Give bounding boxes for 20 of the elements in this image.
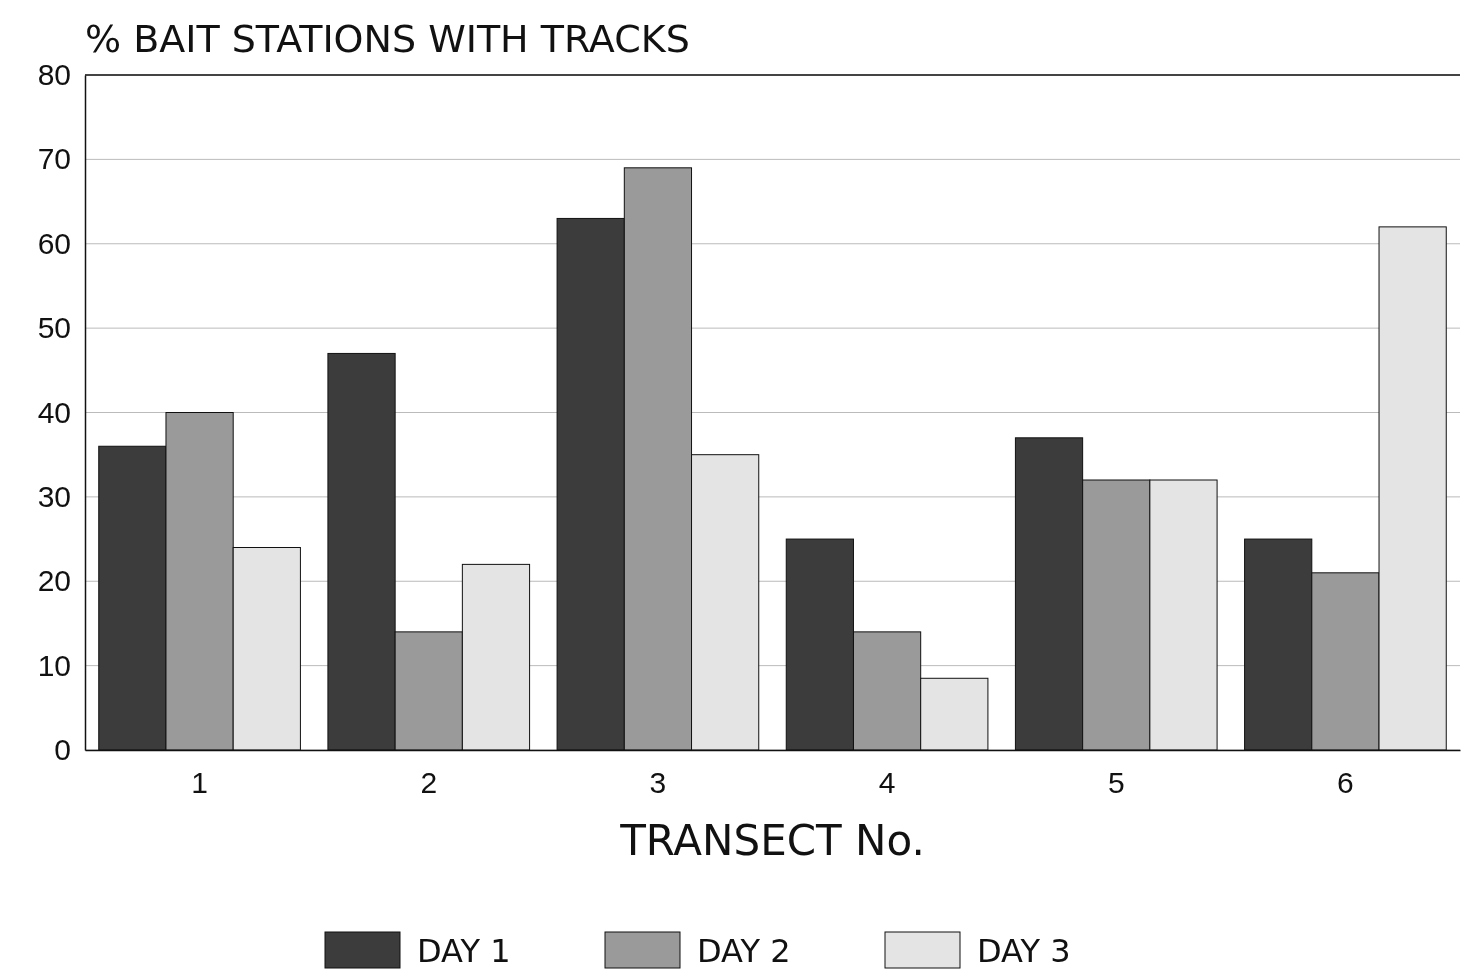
x-tick-label: 6 <box>1337 766 1354 800</box>
legend-label: DAY 1 <box>417 932 511 970</box>
y-tick-label: 40 <box>37 395 71 429</box>
x-tick-label: 2 <box>420 766 438 800</box>
y-tick-label: 10 <box>37 648 71 682</box>
x-axis-title: TRANSECT No. <box>619 816 925 865</box>
y-tick-label: 70 <box>37 142 71 176</box>
x-tick-label: 5 <box>1107 766 1125 800</box>
x-tick-label: 4 <box>878 766 896 800</box>
legend-label: DAY 2 <box>697 932 791 970</box>
y-tick-label: 60 <box>37 226 71 260</box>
y-tick-label: 80 <box>37 58 71 92</box>
y-tick-label: 20 <box>37 564 71 598</box>
y-tick-label: 0 <box>54 733 71 767</box>
y-tick-label: 50 <box>37 311 71 345</box>
y-tick-label: 30 <box>37 479 71 513</box>
x-tick-label: 1 <box>191 766 208 800</box>
x-tick-label: 3 <box>649 766 667 800</box>
legend-label: DAY 3 <box>977 932 1071 970</box>
y-axis-title: % BAIT STATIONS WITH TRACKS <box>85 17 690 61</box>
